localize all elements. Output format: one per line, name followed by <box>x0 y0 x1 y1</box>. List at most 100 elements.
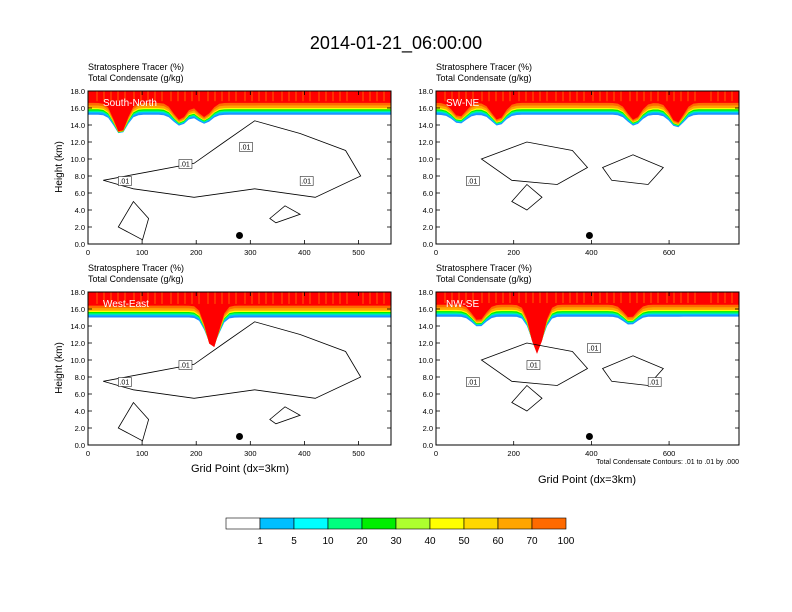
y-tick-label: 0.0 <box>75 441 85 450</box>
y-tick-label: 0.0 <box>423 441 433 450</box>
y-tick-label: 16.0 <box>70 305 85 314</box>
condensate-contour <box>511 384 543 412</box>
y-tick-label: 6.0 <box>75 390 85 399</box>
x-axis-label: Grid Point (dx=3km) <box>191 463 289 475</box>
panel-sw-ne: Stratosphere Tracer (%) Total Condensate… <box>418 62 740 257</box>
colorbar-label: 60 <box>492 536 504 547</box>
x-tick-label: 200 <box>507 449 520 458</box>
y-tick-label: 2.0 <box>75 424 85 433</box>
y-tick-label: 14.0 <box>418 121 433 130</box>
x-tick-label: 400 <box>298 449 311 458</box>
x-tick-label: 600 <box>663 248 676 257</box>
contour-label: .01 <box>467 179 477 186</box>
colorbar-cell <box>531 517 567 530</box>
colorbar-label: 70 <box>526 536 538 547</box>
y-tick-label: 16.0 <box>418 305 433 314</box>
condensate-contour <box>269 406 302 425</box>
condensate-contour <box>103 321 362 399</box>
colorbar-cell <box>225 517 261 530</box>
plot-area: .01 .01 0.0 2.0 4.0 6.0 8.0 10.0 12.0 14.0 16.0 18.… <box>70 288 392 458</box>
x-tick-label: 200 <box>190 248 203 257</box>
y-tick-label: 18.0 <box>418 87 433 96</box>
colorbar-cell <box>429 517 465 530</box>
y-tick-label: 8.0 <box>75 172 85 181</box>
x-tick-label: 300 <box>244 248 257 257</box>
x-tick-label: 100 <box>136 248 149 257</box>
y-tick-label: 12.0 <box>70 339 85 348</box>
colorbar-cell <box>395 517 431 530</box>
panel-south-north: Stratosphere Tracer (%) Total Condensate… <box>54 62 392 257</box>
y-tick-label: 10.0 <box>70 155 85 164</box>
contour-label: .01 <box>119 179 129 186</box>
condensate-contour <box>117 200 150 241</box>
colorbar-label: 40 <box>424 536 436 547</box>
y-tick-label: 18.0 <box>70 87 85 96</box>
contour-label: .01 <box>180 162 190 169</box>
plot-frame <box>435 90 740 245</box>
contour-label-box <box>647 377 662 387</box>
contour-label-box <box>526 360 541 370</box>
x-tick-label: 600 <box>663 449 676 458</box>
y-tick-label: 16.0 <box>418 104 433 113</box>
location-marker <box>236 232 243 239</box>
plot-area: .01 .01 .01 .01 0.0 2.0 4.0 6.0 8.0 10.0 12.0 14.0 1… <box>70 87 392 257</box>
y-tick-label: 6.0 <box>423 189 433 198</box>
condensate-contour <box>601 154 664 185</box>
plot-frame <box>435 291 740 446</box>
y-tick-label: 16.0 <box>70 104 85 113</box>
x-tick-label: 500 <box>352 449 365 458</box>
y-tick-label: 4.0 <box>423 407 433 416</box>
contour-label: .01 <box>301 179 311 186</box>
contour-label: .01 <box>589 346 599 353</box>
condensate-contour <box>601 355 664 386</box>
colorbar-label: 50 <box>458 536 470 547</box>
y-tick-label: 12.0 <box>70 138 85 147</box>
x-tick-label: 400 <box>585 449 598 458</box>
tracer-band <box>88 292 391 347</box>
panel-header-2: Total Condensate (g/kg) <box>88 274 184 284</box>
colorbar-label: 100 <box>558 536 575 547</box>
plot-area: .01 .01 .01 .01 0.0 2.0 4.0 6.0 8.0 10.0 12.0 14.0 1… <box>418 288 740 458</box>
colorbar-label: 10 <box>322 536 334 547</box>
colorbar-cell <box>361 517 397 530</box>
y-tick-label: 14.0 <box>70 121 85 130</box>
condensate-contour <box>480 342 589 386</box>
x-tick-label: 0 <box>86 248 90 257</box>
x-tick-label: 200 <box>190 449 203 458</box>
plot-frame <box>87 291 392 446</box>
y-tick-label: 18.0 <box>418 288 433 297</box>
condensate-contour <box>117 401 150 442</box>
colorbar-cell <box>327 517 363 530</box>
y-tick-label: 2.0 <box>423 223 433 232</box>
x-tick-label: 300 <box>244 449 257 458</box>
figure-title: 2014-01-21_06:00:00 <box>310 33 482 54</box>
panel-header-2: Total Condensate (g/kg) <box>436 73 532 83</box>
location-marker <box>236 433 243 440</box>
condensate-contour <box>480 141 589 185</box>
y-tick-label: 4.0 <box>75 206 85 215</box>
section-label: SW-NE <box>446 98 479 109</box>
y-tick-label: 8.0 <box>75 373 85 382</box>
tracer-band <box>88 91 391 132</box>
y-tick-label: 6.0 <box>423 390 433 399</box>
y-tick-label: 10.0 <box>70 356 85 365</box>
contour-label-box <box>118 377 132 387</box>
colorbar-label: 30 <box>390 536 402 547</box>
contour-label-box <box>239 142 253 152</box>
contour-label-box <box>587 343 601 353</box>
panel-header-1: Stratosphere Tracer (%) <box>436 263 532 273</box>
y-tick-label: 12.0 <box>418 138 433 147</box>
panel-header-2: Total Condensate (g/kg) <box>436 274 532 284</box>
colorbar-label: 20 <box>356 536 368 547</box>
colorbar-label: 5 <box>291 536 297 547</box>
colorbar-cell <box>463 517 499 530</box>
contour-label: .01 <box>528 363 538 370</box>
x-tick-label: 200 <box>507 248 520 257</box>
x-axis-label: Grid Point (dx=3km) <box>538 474 636 486</box>
y-tick-label: 2.0 <box>423 424 433 433</box>
y-tick-label: 0.0 <box>75 240 85 249</box>
plot-frame <box>87 90 392 245</box>
panel-west-east: Stratosphere Tracer (%) Total Condensate… <box>54 263 392 475</box>
plot-area: .01 0.0 2.0 4.0 6.0 8.0 10.0 12.0 14.0 16.0 18.0 0 2… <box>418 87 740 257</box>
